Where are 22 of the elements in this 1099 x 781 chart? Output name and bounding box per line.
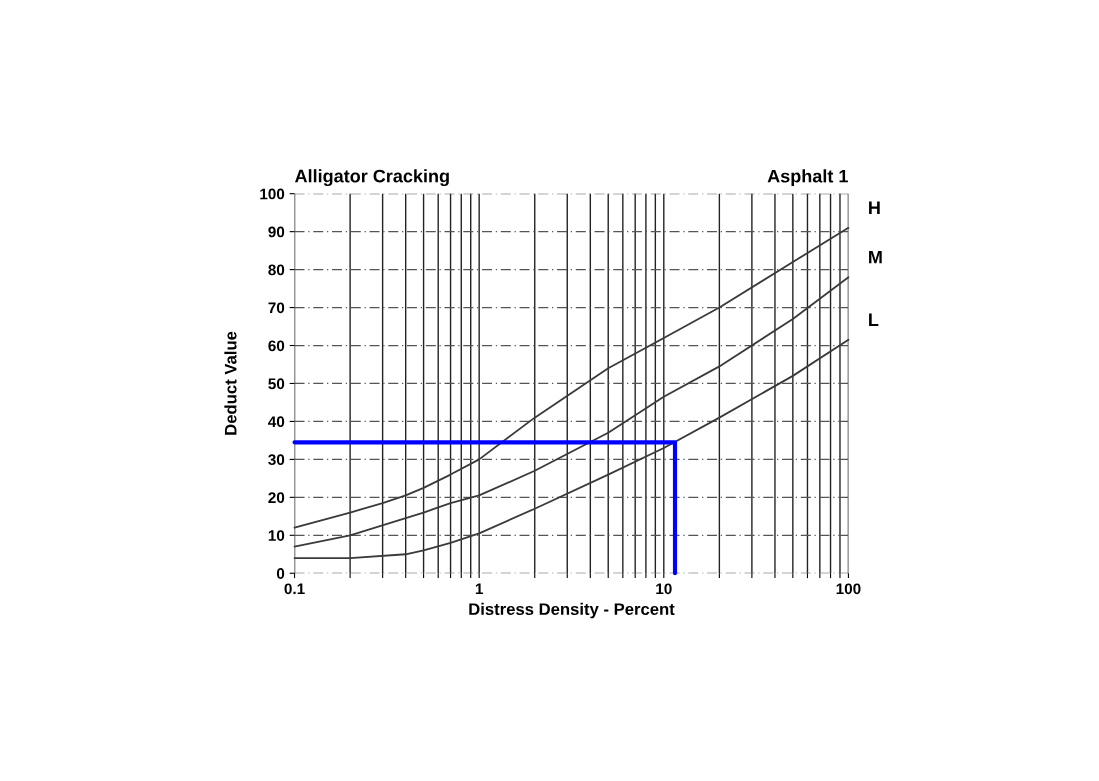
chart-subtitle: Asphalt 1 xyxy=(767,169,848,187)
y-tick-label: 40 xyxy=(268,416,285,428)
y-tick-label: 20 xyxy=(268,492,285,504)
x-tick-label: 0.1 xyxy=(284,583,305,595)
series-label: M xyxy=(869,250,882,264)
y-tick-label: 10 xyxy=(268,530,285,541)
y-tick-label: 30 xyxy=(268,454,285,466)
y-tick-label: 60 xyxy=(268,340,285,352)
y-tick-label: 100 xyxy=(260,188,285,200)
y-tick-label: 50 xyxy=(268,378,285,390)
x-axis-title: Distress Density - Percent xyxy=(469,602,675,619)
series-label: L xyxy=(869,313,879,326)
series-label: H xyxy=(869,201,880,214)
y-tick-label: 90 xyxy=(268,226,285,238)
y-tick-label: 70 xyxy=(268,302,285,314)
chart-title: Alligator Cracking xyxy=(294,169,449,187)
y-tick-label: 80 xyxy=(268,264,285,276)
x-tick-label: 100 xyxy=(836,583,861,595)
x-tick-label: 1 xyxy=(475,583,483,595)
y-axis-title: Deduct Value xyxy=(224,331,237,435)
y-tick-label: 0 xyxy=(276,568,285,579)
x-tick-label: 10 xyxy=(656,583,672,595)
